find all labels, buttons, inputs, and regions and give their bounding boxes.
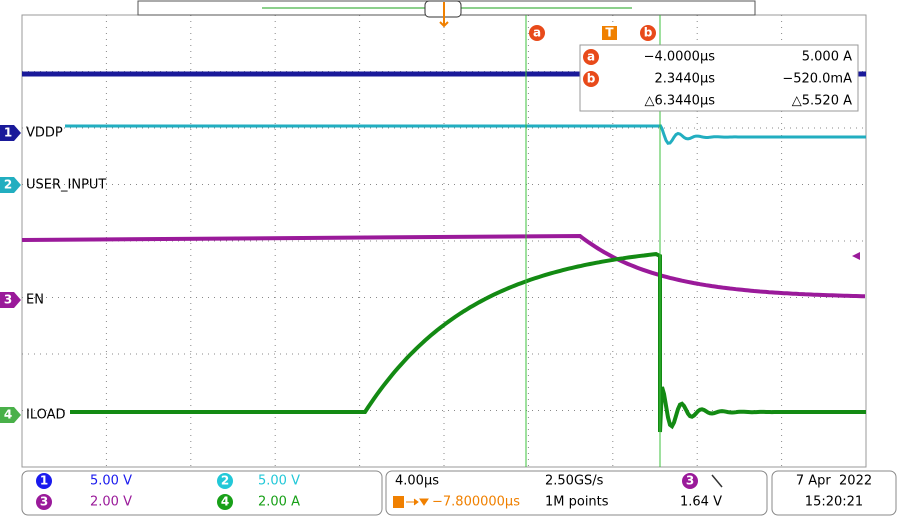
readout-value: −520.0mA xyxy=(782,72,852,87)
trigger-badge xyxy=(602,26,617,40)
cursor-b-badge xyxy=(640,25,656,41)
timebase-panel xyxy=(385,470,768,516)
datetime-panel xyxy=(771,470,897,516)
readout-value: 5.000 A xyxy=(802,50,852,65)
readout-time: 2.3440µs xyxy=(654,72,715,87)
readout-delta-time: △6.3440µs xyxy=(644,94,715,109)
ch2-scale: 5.00 V xyxy=(258,474,300,489)
ch3-trace xyxy=(21,233,865,299)
ch4-badge xyxy=(217,494,233,510)
readout-a-badge xyxy=(583,49,599,65)
readout-b-marker: b xyxy=(587,72,596,86)
readout-b-badge xyxy=(583,71,599,87)
channel-panel xyxy=(21,470,383,516)
ch4-marker xyxy=(0,407,21,423)
ch2-label: USER_INPUT xyxy=(26,178,106,193)
ch2-trace xyxy=(65,124,866,145)
ch1-badge-number: 1 xyxy=(40,474,48,488)
ch4-label: ILOAD xyxy=(26,408,66,423)
time-scale: 4.00µs xyxy=(395,474,439,489)
trigger-level-marker xyxy=(852,252,860,260)
cursor-a-label: a xyxy=(533,26,541,40)
ch1-scale: 5.00 V xyxy=(90,474,132,489)
ch4-trace xyxy=(70,252,866,433)
trigger-arrow xyxy=(406,498,429,506)
trigger-icon xyxy=(393,496,404,508)
ch4-badge-number: 4 xyxy=(221,495,229,509)
trigger-slope xyxy=(711,474,723,488)
sample-rate: 2.50GS/s xyxy=(545,474,604,489)
readout-time: −4.0000µs xyxy=(644,50,716,65)
trigger-position: −7.800000µs xyxy=(432,495,520,510)
ch3-badge-number: 3 xyxy=(40,495,48,509)
ch3-badge xyxy=(36,494,52,510)
ch4-scale: 2.00 A xyxy=(258,495,300,510)
ch1-badge xyxy=(36,473,52,489)
trigger-label: T xyxy=(605,26,614,40)
ch1-label: VDDP xyxy=(26,126,63,141)
ch2-badge-number: 2 xyxy=(221,474,229,488)
ch2-marker xyxy=(0,177,21,193)
trigger-level: 1.64 V xyxy=(680,495,722,510)
ch3-scale: 2.00 V xyxy=(90,495,132,510)
record-length: 1M points xyxy=(545,495,609,510)
readout-delta-value: △5.520 A xyxy=(792,94,852,109)
trigger-source: 3 xyxy=(686,474,694,488)
ch1-number: 1 xyxy=(4,126,12,140)
date: 7 Apr 2022 xyxy=(796,474,872,489)
cursor-b-label: b xyxy=(644,26,653,40)
ch3-number: 3 xyxy=(4,293,12,307)
time: 15:20:21 xyxy=(805,495,863,510)
trigger-time-marker xyxy=(439,2,449,28)
ch2-badge xyxy=(217,473,233,489)
cursor-readout xyxy=(579,44,859,112)
ch3-label: EN xyxy=(26,293,44,308)
ch2-number: 2 xyxy=(4,178,12,192)
ch4-number: 4 xyxy=(4,408,12,422)
readout-a-marker: a xyxy=(587,50,595,64)
cursor-a-badge xyxy=(529,25,545,41)
trigger-source-badge xyxy=(682,473,698,489)
ch3-marker xyxy=(0,292,21,308)
ch1-marker xyxy=(0,125,21,141)
